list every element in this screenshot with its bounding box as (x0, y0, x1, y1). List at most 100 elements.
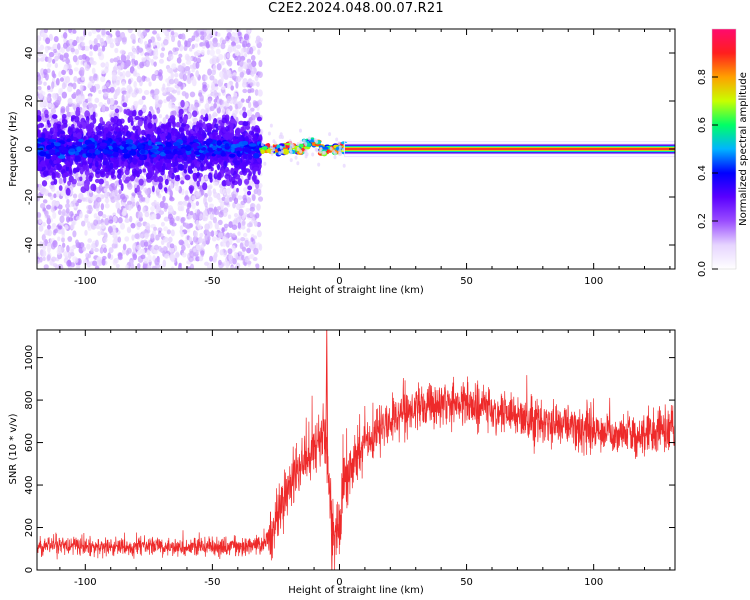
spectrogram-cell (75, 141, 83, 146)
spectrogram-cell (162, 259, 167, 268)
spectrogram-cell (66, 215, 70, 223)
spectrogram-cell (212, 78, 218, 85)
spectrogram-cell (118, 149, 123, 154)
spectrogram-cell (198, 175, 202, 182)
spectrogram-cell (100, 69, 106, 75)
spectrogram-cell (244, 258, 249, 263)
spectrogram-cell (70, 111, 75, 117)
spectrogram-cell (79, 96, 86, 103)
spectrogram-cell (196, 180, 200, 187)
spectrogram-cell (172, 141, 181, 147)
spectrogram-cell (129, 175, 135, 181)
spectrogram-cell (258, 134, 263, 142)
spectrogram-cell (162, 195, 166, 203)
spectrogram-cell (74, 48, 80, 55)
spectrogram-cell (226, 82, 231, 89)
spectrogram-cell (100, 203, 105, 211)
spectrogram-cell (111, 224, 117, 230)
spectrogram-cell (119, 49, 126, 55)
spectrogram-cell (228, 232, 233, 238)
spectrogram-cell (192, 110, 198, 118)
spectrogram-cell (127, 132, 132, 138)
spectrogram-cell (98, 102, 104, 108)
spectrogram-cell (52, 211, 57, 219)
spectrogram-cell (118, 160, 122, 167)
spectrogram-cell (184, 145, 192, 152)
spectrogram-cell (47, 162, 52, 170)
spectrogram-cell (38, 151, 47, 157)
spectrogram-cell (169, 115, 176, 122)
spectrogram-cell (218, 98, 223, 106)
spectrogram-cell (162, 236, 169, 243)
spectrogram-cell (168, 78, 175, 85)
spectrogram-cell (228, 221, 234, 228)
spectrogram-cell (212, 41, 218, 48)
spectrogram-cell (209, 156, 214, 163)
spectrogram-cell (37, 212, 42, 218)
spectrogram-cell (243, 187, 248, 192)
spectrogram-cell (96, 34, 101, 40)
spectrogram-cell (197, 134, 203, 142)
spectrogram-cell (212, 90, 218, 98)
spectrogram-cell (203, 196, 207, 202)
spectrogram-cell (212, 29, 216, 36)
spectrogram-cell (151, 185, 155, 193)
spectrogram-cell (95, 196, 102, 203)
spectrogram-cell (117, 70, 121, 76)
spectrogram-cell (44, 113, 49, 118)
spectrogram-cell (87, 238, 93, 243)
spectrogram-cell (99, 168, 105, 176)
spectrogram-cell (98, 89, 102, 94)
spectrogram-cell (243, 52, 248, 58)
spectrogram-cell (87, 81, 92, 89)
spectrogram-cell (123, 179, 129, 184)
spectrogram-cell (236, 238, 241, 243)
spectrogram-cell (94, 200, 101, 209)
spectrogram-cell (99, 116, 104, 124)
spectrogram-cell (85, 175, 90, 181)
spectrogram-cell (229, 123, 234, 129)
spectrogram-cell (78, 192, 84, 200)
spectrogram-cell (258, 243, 263, 251)
spectrogram-cell (303, 146, 311, 150)
spectrogram-cell (246, 247, 252, 254)
spectrogram-cell (117, 169, 122, 175)
spectrogram-cell (66, 245, 70, 253)
spectrogram-cell (121, 94, 125, 102)
spectrogram-cell (227, 248, 233, 255)
spectrogram-cell (51, 81, 55, 89)
spectrogram-cell (68, 29, 73, 34)
spectrogram-cell (247, 222, 252, 228)
spectrogram-cell (136, 263, 141, 269)
spectrogram-cell (115, 263, 120, 269)
spectrogram-cell (142, 137, 148, 142)
spectrogram-cell (223, 223, 229, 229)
spectrogram-cell (62, 172, 69, 178)
spectrogram-cell (150, 154, 157, 158)
spectrogram-cell (72, 82, 77, 90)
spectrogram-cell (84, 110, 91, 119)
spectrogram-cell (130, 133, 135, 140)
spectrogram-cell (181, 91, 187, 97)
spectrogram-cell (67, 126, 73, 133)
spectrogram-cell (111, 242, 118, 249)
spectrogram-cell (175, 106, 179, 113)
spectrogram-cell (156, 107, 161, 114)
spectrogram-cell (100, 76, 106, 83)
spectrogram-cell (176, 57, 182, 64)
spectrogram-cell (86, 209, 92, 214)
spectrogram-cell (163, 226, 169, 232)
spectrogram-cell (145, 188, 150, 196)
spectrogram-cell (181, 159, 185, 164)
spectrogram-cell (37, 41, 41, 46)
spectrogram-cell (151, 109, 155, 116)
spectrogram-cell (174, 181, 179, 187)
spectrogram-cell (137, 204, 141, 212)
spectrogram-cell (150, 148, 157, 153)
spectrogram-cell (246, 190, 252, 196)
spectrogram-cell (108, 219, 114, 224)
spectrogram-cell (234, 132, 241, 137)
spectrogram-cell (235, 143, 241, 149)
spectrogram-cell (229, 118, 236, 124)
spectrogram-cell (79, 36, 85, 41)
